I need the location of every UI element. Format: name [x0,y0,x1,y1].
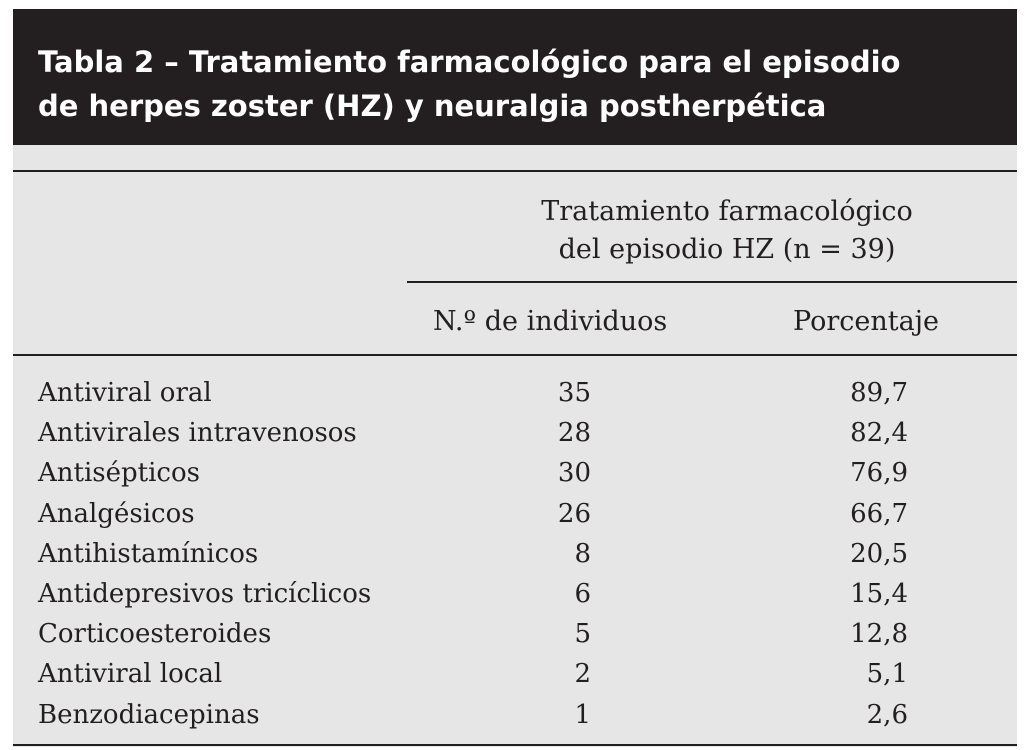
table-row: Antiviral oral 35 89,7 [13,373,1017,413]
table-title-bar: Tabla 2 – Tratamiento farmacológico para… [13,9,1017,145]
table-title: Tabla 2 – Tratamiento farmacológico para… [38,40,998,128]
row-name-cell: Antiviral oral [38,378,212,408]
table-row: Antivirales intravenosos 28 82,4 [13,413,1017,453]
table-title-line-2: de herpes zoster (HZ) y neuralgia posthe… [38,89,827,123]
row-count-cell: 35 [557,378,591,408]
table-container: Tabla 2 – Tratamiento farmacológico para… [13,9,1017,747]
row-name-cell: Antiviral local [38,659,223,690]
table-title-line-1: Tabla 2 – Tratamiento farmacológico para… [38,45,901,79]
table-row: Antihistamínicos 8 20,5 [13,534,1017,574]
header-rule [13,354,1017,356]
row-percent-cell: 2,6 [866,699,908,730]
table-row: Corticoesteroides 5 12,8 [13,614,1017,654]
row-percent-cell: 82,4 [850,418,908,449]
row-count-cell: 8 [574,538,591,569]
bottom-rule [13,744,1017,746]
row-percent-cell: 66,7 [850,498,908,529]
row-name-cell: Benzodiacepinas [38,699,260,730]
row-percent-cell: 76,9 [850,458,908,489]
group-header-rule [407,281,1017,283]
row-percent-cell: 20,5 [850,538,908,569]
table-row: Analgésicos 26 66,7 [13,494,1017,534]
row-count-cell: 2 [574,659,591,690]
row-name-cell: Antivirales intravenosos [38,418,357,449]
group-header-line-2: del episodio HZ (n = 39) [558,234,896,265]
row-name-cell: Analgésicos [38,498,195,529]
row-count-cell: 5 [574,619,591,650]
row-count-cell: 6 [574,578,591,609]
row-percent-cell: 15,4 [850,578,908,609]
table-body: Antiviral oral 35 89,7 Antivirales intraven… [13,373,1017,735]
row-count-cell: 30 [557,458,591,489]
table-row: Antisépticos 30 76,9 [13,453,1017,493]
table-row: Benzodiacepinas 1 2,6 [13,695,1017,735]
row-name-cell: Antihistamínicos [38,538,259,569]
top-rule [13,170,1017,172]
row-count-cell: 28 [557,418,591,449]
column-header-percent: Porcentaje [793,306,940,337]
column-header-count: N.º de individuos [433,306,668,337]
row-count-cell: 1 [574,699,591,730]
table-row: Antidepresivos tricíclicos 6 15,4 [13,574,1017,614]
group-header-line-1: Tratamiento farmacológico [541,196,913,227]
row-name-cell: Antisépticos [38,458,200,489]
table-row: Antiviral local 2 5,1 [13,654,1017,694]
group-header: Tratamiento farmacológico del episodio H… [407,193,1033,269]
row-percent-cell: 12,8 [850,619,908,650]
row-name-cell: Corticoesteroides [38,619,272,650]
row-percent-cell: 5,1 [866,659,908,690]
row-count-cell: 26 [557,498,591,529]
row-name-cell: Antidepresivos tricíclicos [38,578,372,609]
row-percent-cell: 89,7 [850,378,908,408]
